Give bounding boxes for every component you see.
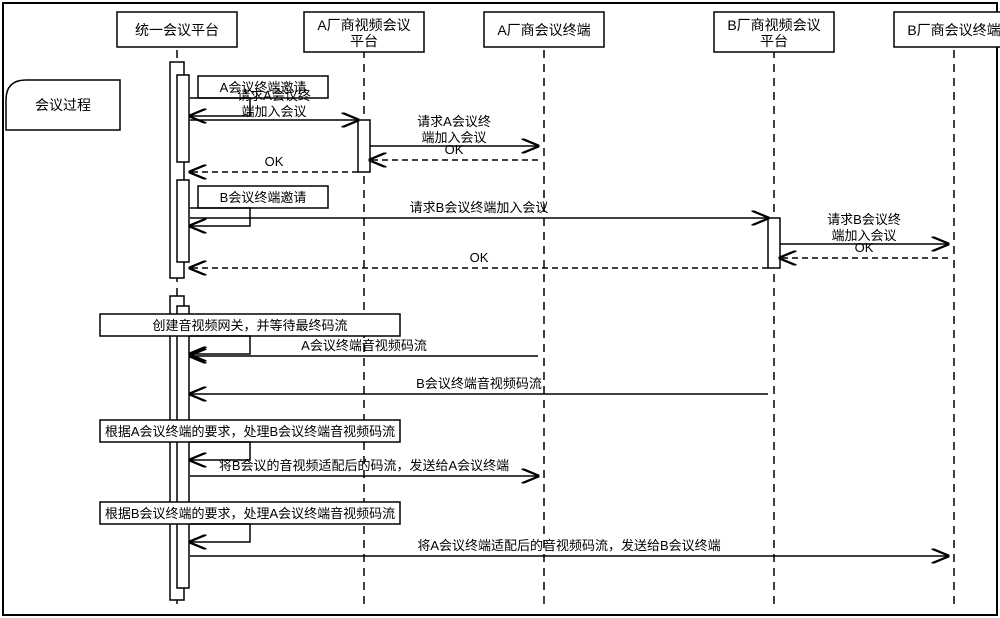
svg-text:将A会议终端适配后的音视频码流，发送给B会议终端: 将A会议终端适配后的音视频码流，发送给B会议终端 [417,538,720,553]
svg-text:请求A会议终端加入会议: 请求A会议终端加入会议 [417,114,491,145]
activation-4 [768,218,780,268]
message-5: B会议终端邀请 [190,186,328,226]
svg-text:A会议终端音视频码流: A会议终端音视频码流 [301,338,427,353]
svg-text:请求A会议终端加入会议: 请求A会议终端加入会议 [237,88,311,119]
message-3: OK [370,142,538,160]
svg-text:根据A会议终端的要求，处理B会议终端音视频码流: 根据A会议终端的要求，处理B会议终端音视频码流 [105,424,395,439]
sequence-diagram: 统一会议平台A厂商视频会议平台A厂商会议终端B厂商视频会议平台B厂商会议终端会议… [0,0,1000,618]
message-13: 根据A会议终端的要求，处理B会议终端音视频码流 [100,420,400,460]
svg-text:OK: OK [445,142,464,157]
svg-text:将B会议的音视频适配后的码流，发送给A会议终端: 将B会议的音视频适配后的码流，发送给A会议终端 [219,458,509,473]
svg-text:A厂商会议终端: A厂商会议终端 [497,22,590,38]
svg-text:OK: OK [265,154,284,169]
activation-6 [177,306,189,588]
svg-text:B会议终端音视频码流: B会议终端音视频码流 [416,376,542,391]
svg-text:B厂商会议终端: B厂商会议终端 [907,22,1000,38]
message-12: B会议终端音视频码流 [190,376,768,394]
svg-text:会议过程: 会议过程 [35,97,91,113]
svg-text:请求B会议终端加入会议: 请求B会议终端加入会议 [827,212,901,243]
message-8: OK [780,240,948,258]
svg-text:创建音视频网关，并等待最终码流: 创建音视频网关，并等待最终码流 [152,318,347,333]
svg-text:统一会议平台: 统一会议平台 [135,22,219,38]
svg-text:根据B会议终端的要求，处理A会议终端音视频码流: 根据B会议终端的要求，处理A会议终端音视频码流 [105,506,395,521]
svg-text:请求B会议终端加入会议: 请求B会议终端加入会议 [410,200,549,215]
message-15: 根据B会议终端的要求，处理A会议终端音视频码流 [100,502,400,542]
activation-3 [358,120,370,172]
activation-1 [177,75,189,162]
svg-text:OK: OK [855,240,874,255]
activation-2 [177,180,189,262]
message-9: OK [190,250,768,268]
svg-text:OK: OK [470,250,489,265]
svg-text:B会议终端邀请: B会议终端邀请 [220,190,307,205]
message-4: OK [190,154,358,172]
message-16: 将A会议终端适配后的音视频码流，发送给B会议终端 [190,538,948,556]
